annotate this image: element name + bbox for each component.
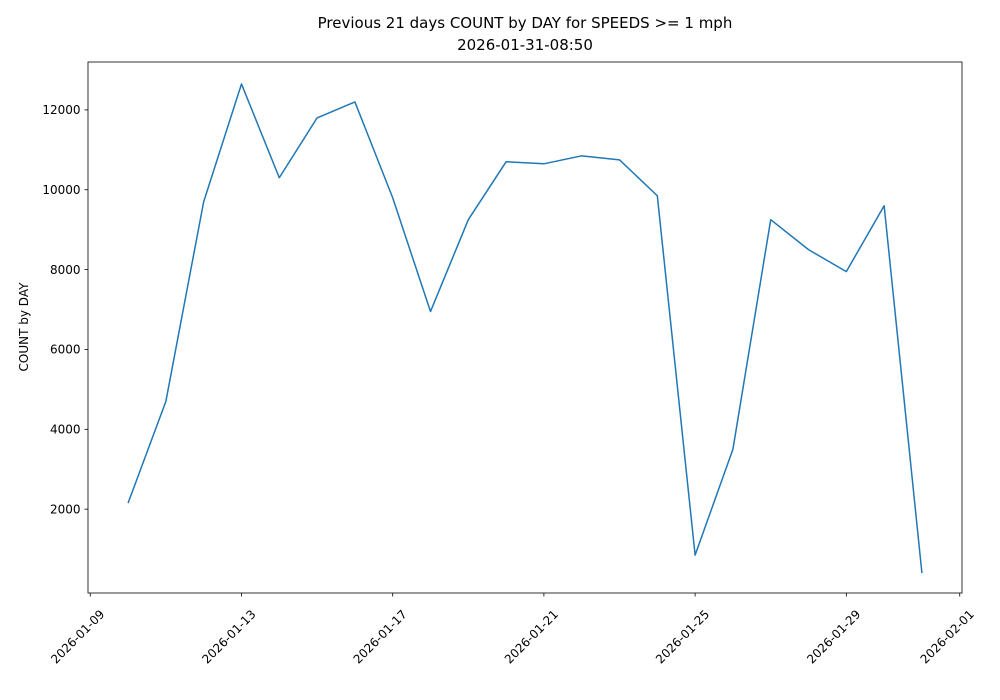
y-tick-label: 8000	[50, 263, 81, 277]
x-tick-label: 2026-02-01	[918, 607, 977, 666]
data-line	[127, 83, 923, 574]
y-tick-label: 10000	[42, 183, 80, 197]
x-tick-label: 2026-01-13	[199, 607, 258, 666]
x-tick-label: 2026-01-09	[48, 607, 107, 666]
x-tick-label: 2026-01-21	[502, 607, 561, 666]
plot-border	[87, 61, 963, 594]
chart-title: Previous 21 days COUNT by DAY for SPEEDS…	[317, 14, 733, 32]
x-tick-label: 2026-01-29	[804, 607, 863, 666]
y-tick-label: 12000	[42, 103, 80, 117]
y-tick-label: 2000	[50, 502, 81, 516]
y-tick-label: 4000	[50, 423, 81, 437]
x-tick-label: 2026-01-25	[653, 607, 712, 666]
x-tick-label: 2026-01-17	[351, 607, 410, 666]
y-tick-label: 6000	[50, 343, 81, 357]
chart-subtitle: 2026-01-31-08:50	[457, 36, 593, 54]
